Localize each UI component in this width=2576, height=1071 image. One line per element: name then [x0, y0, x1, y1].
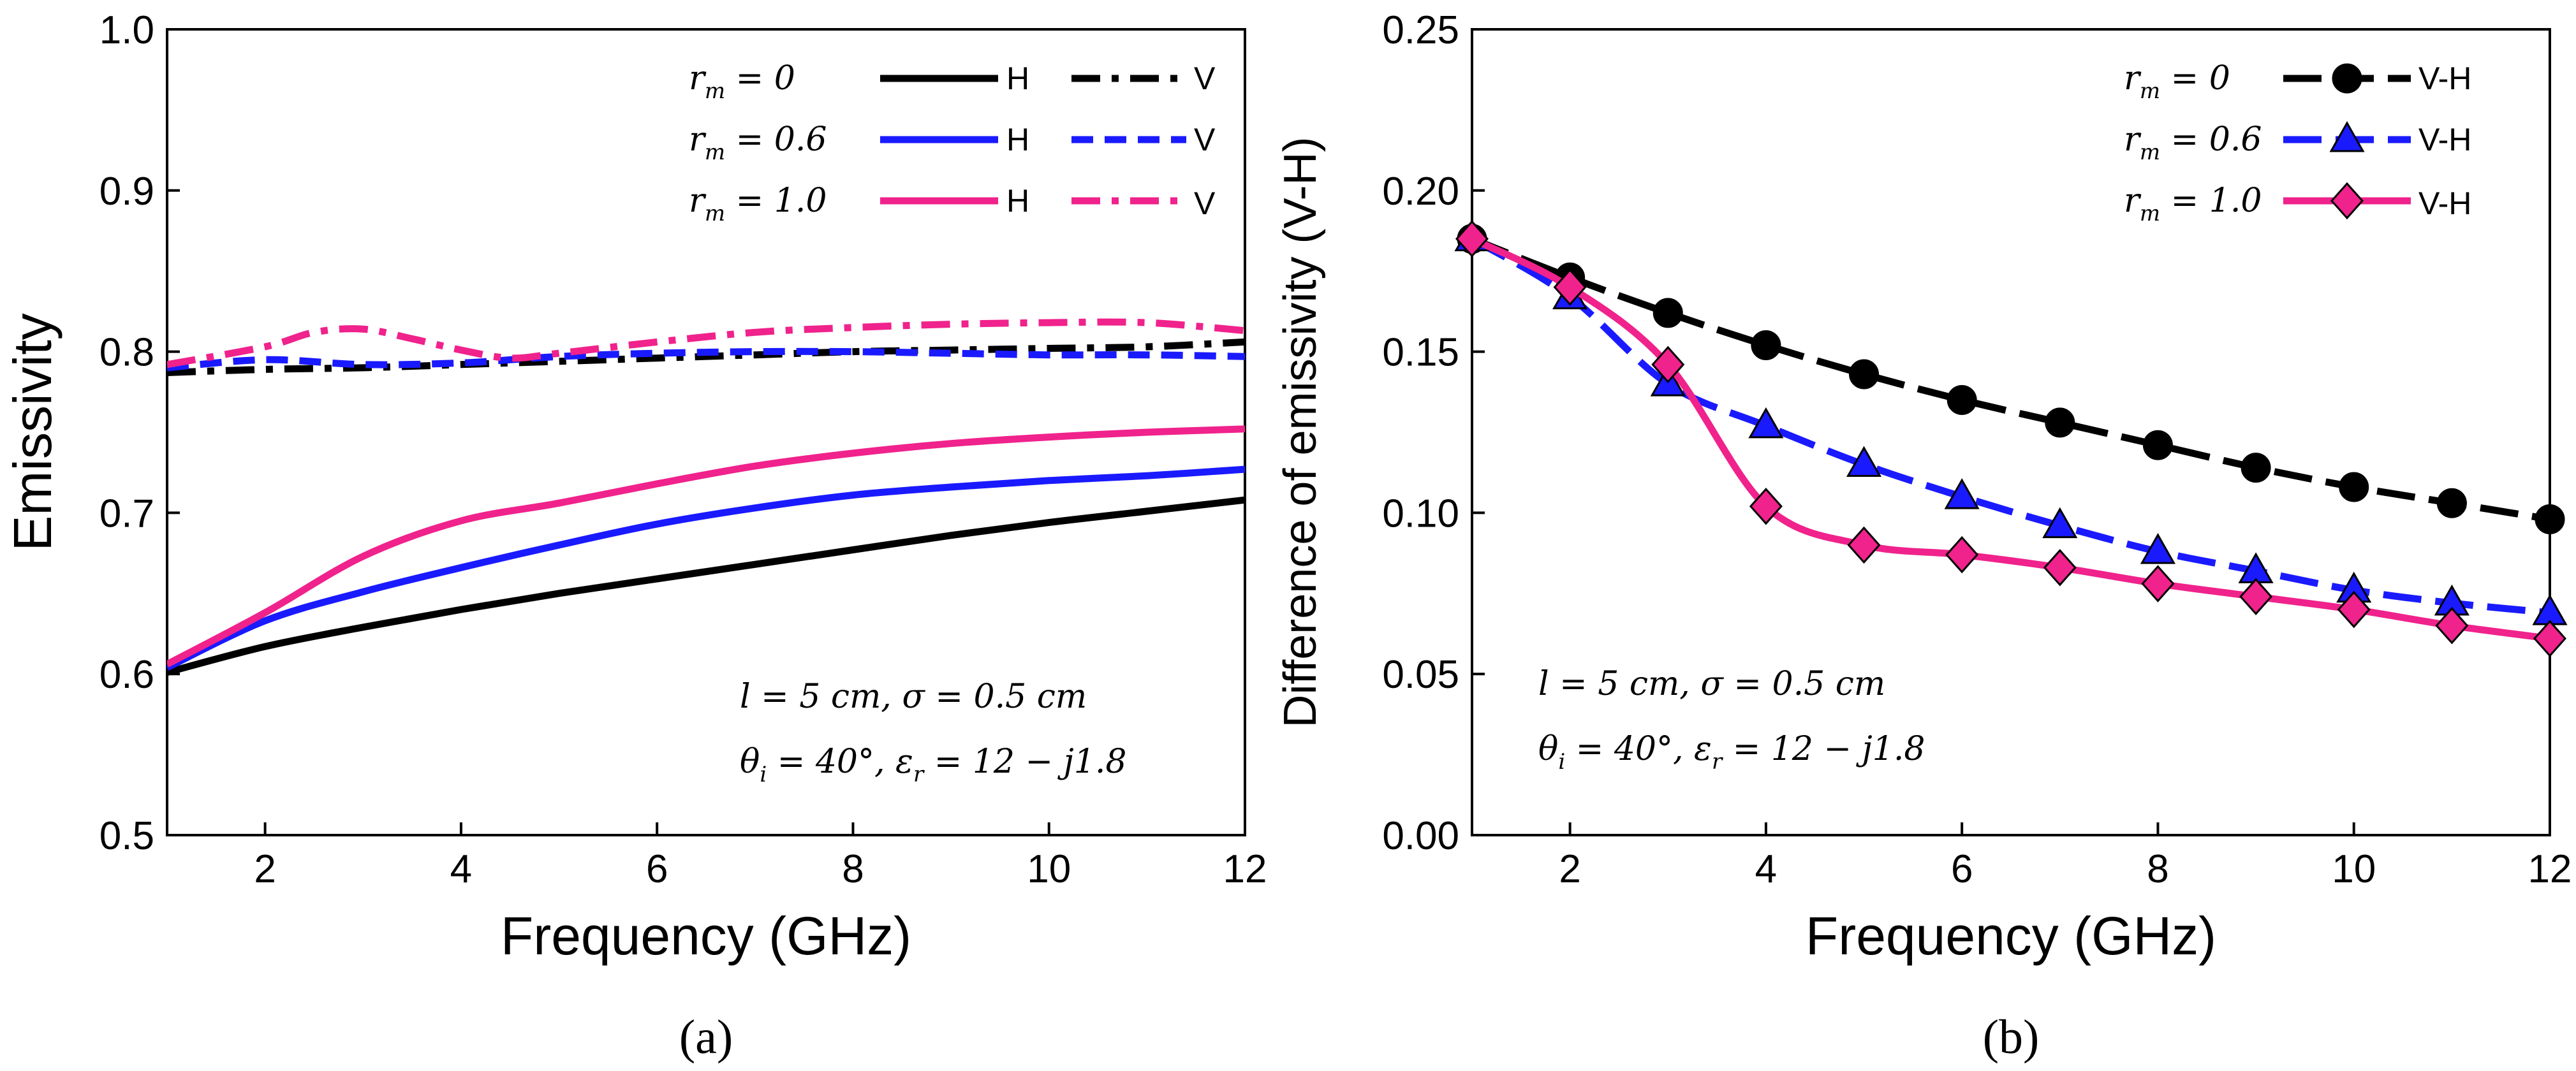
panel-b-annotation-2: θi = 40°, εr = 12 − j1.8	[1538, 730, 1925, 775]
legend-a-rm06-h-text: H	[1006, 122, 1029, 157]
panel-a-x-tick-label: 8	[842, 847, 864, 891]
panel-b-series-1-point	[1944, 478, 1980, 509]
legend-b-marker-1	[2329, 120, 2365, 152]
caption-a: (a)	[679, 1010, 733, 1064]
panel-b-series-0-point	[2241, 453, 2271, 483]
legend-a-rm10-h-text: H	[1006, 183, 1029, 219]
panel-a-y-tick-label: 0.6	[99, 653, 154, 697]
legend-a-rm06-label: rm = 0.6	[689, 120, 827, 165]
panel-a-series-line-2	[167, 465, 1245, 671]
panel-a-x-tick-label: 12	[1223, 847, 1267, 891]
legend-b-rm10-text: V-H	[2418, 186, 2471, 221]
legend-b-rm0-label: rm = 0	[2124, 59, 2230, 104]
panel-b-ticks: 2 4 6 8 10 12 0.00 0.05 0.10 0.15 0.20 0.25	[1382, 8, 2572, 891]
panel-b-series-2-point	[2141, 565, 2175, 602]
panel-a-y-axis-label: Emissivity	[3, 313, 63, 551]
panel-b-x-tick-label: 4	[1755, 847, 1777, 891]
panel-b-series-2-point	[1847, 526, 1881, 564]
panel-b-series	[1454, 220, 2568, 657]
panel-a-y-tick-label: 1.0	[99, 8, 154, 52]
panel-a-y-tick-label: 0.9	[99, 170, 154, 214]
panel-b-annotation-1: l = 5 cm, σ = 0.5 cm	[1538, 665, 1885, 703]
panel-b-series-0-point	[1947, 384, 1977, 415]
panel-b-x-tick-label: 12	[2528, 847, 2572, 891]
panel-b-series-0-point	[2535, 504, 2565, 535]
panel-b-series-0-point	[2045, 407, 2075, 438]
panel-b-series-1-point	[1748, 407, 1784, 439]
panel-b-series-0-point	[2142, 430, 2173, 460]
panel-b-series-2-point	[1553, 268, 1587, 306]
panel-b-x-tick-label: 8	[2147, 847, 2168, 891]
panel-a-series-line-4	[167, 425, 1245, 667]
panel-b-x-axis-label: Frequency (GHz)	[1806, 906, 2216, 966]
legend-a-rm06-v-text: V	[1194, 122, 1216, 157]
panel-a: 2 4 6 8 10 12 0.5 0.6 0.7 0.8 0.9 1.0 Frequency (GH…	[3, 8, 1267, 966]
panel-b-y-tick-label: 0.10	[1382, 492, 1459, 536]
panel-b-frame	[1471, 28, 2551, 836]
panel-a-x-tick-label: 10	[1027, 847, 1071, 891]
panel-b-series-2-point	[1651, 346, 1685, 384]
panel-b-series-2-point	[1455, 220, 1489, 258]
legend-a-rm10-v-text: V	[1194, 186, 1216, 221]
panel-a-frame	[166, 28, 1246, 836]
legend-a-rm0-label: rm = 0	[689, 59, 795, 104]
panel-b-y-tick-label: 0.05	[1382, 653, 1459, 697]
panel-b-x-tick-label: 2	[1559, 847, 1580, 891]
panel-b-series-2-point	[2043, 549, 2077, 586]
panel-a-series-line-1	[167, 338, 1245, 376]
legend-a-rm0-h-text: H	[1006, 61, 1029, 96]
panel-b-x-tick-label: 10	[2332, 847, 2376, 891]
panel-b-series-1-point	[2042, 507, 2078, 539]
panel-a-series-line-0	[167, 496, 1245, 676]
legend-b-marker-0	[2332, 63, 2362, 94]
panel-b-series-2-point	[1945, 536, 1979, 574]
panel-b-series-1-point	[2140, 533, 2176, 564]
panel-b-series-0-point	[2436, 488, 2467, 518]
panel-b-series-0-point	[1751, 330, 1781, 360]
panel-a-annotation-2: θi = 40°, εr = 12 − j1.8	[740, 743, 1126, 787]
panel-b-series-2-point	[2435, 607, 2469, 645]
panel-b-series-0-point	[2339, 472, 2369, 502]
panel-a-series-line-5	[167, 318, 1245, 368]
legend-b-marker-2	[2330, 182, 2364, 220]
panel-b-y-tick-label: 0.00	[1382, 814, 1459, 858]
caption-b: (b)	[1983, 1010, 2040, 1064]
panel-a-y-tick-label: 0.5	[99, 814, 154, 858]
panel-a-x-tick-label: 2	[254, 847, 276, 891]
panel-a-y-tick-label: 0.7	[99, 492, 154, 536]
panel-a-legend: rm = 0 H V rm = 0.6 H V rm = 1.0 H V	[689, 59, 1216, 226]
panel-b-series-0-point	[1652, 298, 1683, 328]
panel-b-series-2-point	[2533, 620, 2567, 657]
panel-a-x-tick-label: 4	[450, 847, 472, 891]
panel-b-series-2-point	[2239, 578, 2273, 616]
panel-a-series	[167, 318, 1245, 676]
panel-b-y-tick-label: 0.25	[1382, 8, 1459, 52]
panel-a-series-line-3	[167, 347, 1245, 372]
panel-a-ticks: 2 4 6 8 10 12 0.5 0.6 0.7 0.8 0.9 1.0	[99, 8, 1267, 891]
panel-a-x-tick-label: 6	[646, 847, 668, 891]
panel-b-series-0-point	[1849, 359, 1880, 390]
legend-a-rm0-v-text: V	[1194, 61, 1216, 96]
panel-b-y-tick-label: 0.20	[1382, 170, 1459, 214]
panel-a-y-tick-label: 0.8	[99, 331, 154, 375]
panel-b-series-2-point	[2337, 590, 2371, 629]
panel-b-series-2-point	[1749, 488, 1783, 525]
panel-b-y-tick-label: 0.15	[1382, 331, 1459, 375]
legend-b-rm0-text: V-H	[2418, 61, 2471, 96]
panel-b-y-axis-label: Difference of emissivity (V-H)	[1275, 137, 1326, 728]
panel-b-series-1-point	[1846, 446, 1882, 477]
panel-a-annotation-1: l = 5 cm, σ = 0.5 cm	[740, 678, 1087, 716]
panel-b: 2 4 6 8 10 12 0.00 0.05 0.10 0.15 0.20 0.25 Frequen…	[1275, 8, 2572, 966]
legend-b-rm06-text: V-H	[2418, 122, 2471, 157]
panel-a-x-axis-label: Frequency (GHz)	[501, 906, 911, 966]
panel-b-x-tick-label: 6	[1951, 847, 1973, 891]
